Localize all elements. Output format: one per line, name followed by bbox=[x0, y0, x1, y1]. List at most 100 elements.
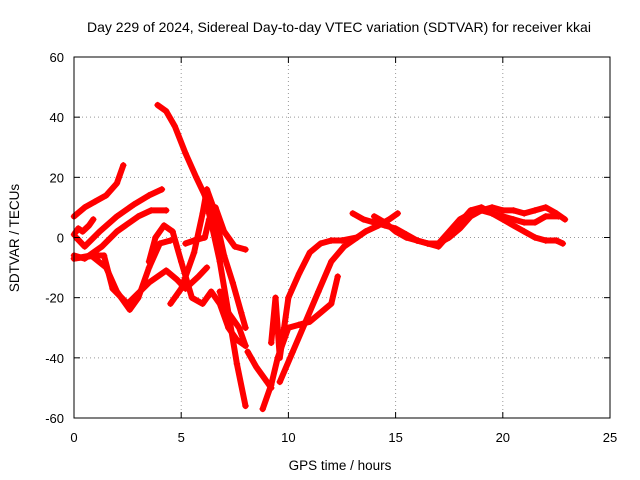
data-point bbox=[199, 300, 206, 307]
data-point bbox=[413, 237, 421, 244]
data-point bbox=[276, 378, 284, 386]
data-point bbox=[553, 237, 560, 244]
series-line bbox=[71, 162, 127, 220]
series-track-11 bbox=[216, 288, 249, 349]
data-point bbox=[553, 210, 560, 217]
data-point bbox=[306, 249, 314, 256]
data-point bbox=[510, 216, 517, 223]
data-point bbox=[362, 228, 369, 235]
data-point bbox=[158, 186, 166, 193]
data-point bbox=[328, 258, 335, 265]
data-point bbox=[220, 252, 228, 259]
data-point bbox=[531, 219, 539, 226]
data-point bbox=[268, 339, 275, 346]
data-point bbox=[205, 216, 213, 223]
data-point bbox=[317, 240, 324, 247]
data-point bbox=[162, 107, 170, 115]
data-point bbox=[353, 234, 361, 241]
data-point bbox=[531, 207, 539, 214]
data-point bbox=[231, 243, 238, 250]
data-point bbox=[403, 234, 410, 241]
data-point bbox=[208, 288, 215, 295]
data-point bbox=[193, 174, 200, 181]
data-point bbox=[167, 300, 174, 307]
y-tick-label: 20 bbox=[50, 170, 64, 185]
data-point bbox=[162, 207, 170, 214]
data-point bbox=[178, 285, 185, 292]
data-point bbox=[435, 240, 442, 247]
data-point bbox=[92, 198, 99, 205]
data-point bbox=[109, 285, 116, 292]
data-point bbox=[171, 122, 178, 130]
data-point bbox=[467, 210, 474, 217]
data-point bbox=[96, 228, 103, 235]
data-point bbox=[328, 237, 335, 244]
y-tick-label: -40 bbox=[45, 351, 64, 366]
data-point bbox=[92, 252, 99, 259]
data-point bbox=[145, 258, 153, 265]
data-point bbox=[385, 216, 393, 223]
data-point bbox=[259, 405, 266, 413]
data-point bbox=[242, 246, 249, 253]
data-point bbox=[272, 294, 279, 301]
data-point bbox=[235, 324, 243, 331]
data-point bbox=[289, 348, 296, 356]
data-point bbox=[154, 101, 161, 109]
data-point bbox=[392, 228, 399, 235]
data-point bbox=[242, 402, 249, 410]
data-point bbox=[75, 225, 82, 232]
data-point bbox=[190, 237, 198, 244]
x-axis-label: GPS time / hours bbox=[289, 458, 392, 473]
data-point bbox=[212, 204, 219, 211]
data-point bbox=[242, 342, 249, 349]
data-point bbox=[156, 240, 163, 247]
data-point bbox=[268, 381, 275, 389]
y-tick-label: 60 bbox=[50, 50, 64, 65]
data-point bbox=[499, 207, 506, 214]
y-tick-label: -20 bbox=[45, 291, 64, 306]
data-point bbox=[244, 348, 251, 356]
data-point bbox=[276, 354, 284, 362]
data-point bbox=[238, 309, 245, 316]
data-point bbox=[521, 210, 528, 217]
y-tick-label: 0 bbox=[57, 231, 64, 246]
data-point bbox=[147, 207, 155, 214]
data-point bbox=[90, 216, 97, 223]
data-point bbox=[242, 324, 249, 331]
data-point bbox=[233, 360, 241, 368]
data-point bbox=[338, 237, 346, 244]
series-track-18 bbox=[435, 204, 569, 247]
data-point bbox=[188, 294, 196, 301]
data-point bbox=[102, 192, 110, 199]
data-point bbox=[542, 213, 549, 220]
data-point bbox=[173, 276, 181, 283]
data-point bbox=[510, 207, 517, 214]
data-point bbox=[113, 213, 121, 220]
x-tick-label: 15 bbox=[388, 430, 402, 445]
data-point bbox=[203, 264, 211, 271]
data-point bbox=[135, 213, 142, 220]
data-point bbox=[349, 210, 356, 217]
data-point bbox=[229, 315, 236, 322]
data-point bbox=[199, 210, 206, 217]
data-point bbox=[328, 300, 335, 307]
series-line bbox=[167, 186, 249, 331]
data-point bbox=[510, 222, 517, 229]
data-point bbox=[370, 213, 378, 220]
data-point bbox=[302, 318, 309, 325]
data-point bbox=[531, 234, 539, 241]
data-point bbox=[182, 240, 189, 247]
data-point bbox=[162, 267, 170, 274]
data-point bbox=[285, 294, 292, 301]
series-track-10 bbox=[182, 204, 249, 253]
data-point bbox=[446, 228, 453, 235]
data-point bbox=[201, 234, 208, 241]
data-point bbox=[229, 279, 236, 286]
data-point bbox=[488, 204, 496, 211]
data-point bbox=[178, 258, 185, 265]
data-point bbox=[169, 228, 176, 235]
data-point bbox=[216, 288, 223, 295]
data-point bbox=[381, 219, 389, 226]
data-point bbox=[220, 228, 228, 235]
data-point bbox=[190, 249, 198, 256]
